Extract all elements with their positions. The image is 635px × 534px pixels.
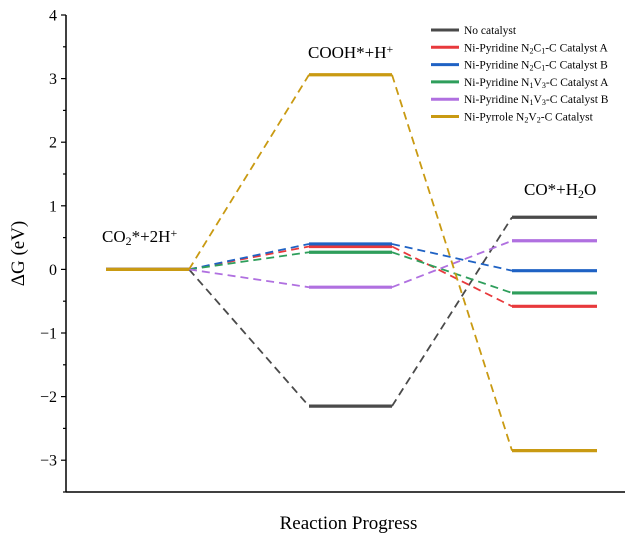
connector-line [188,243,310,271]
connector-line [188,268,310,407]
x-axis-label: Reaction Progress [280,513,418,534]
legend: No catalyst Ni-Pyridine N2C1-C Catalyst A… [431,25,609,125]
y-tick-label: 1 [49,198,57,215]
y-tick-label: −3 [40,453,57,470]
y-tick-label: 3 [49,71,57,88]
state-label: COOH*+H+ [308,42,394,62]
legend-label: Ni-Pyridine N2C1-C Catalyst B [464,60,608,73]
legend-label: No catalyst [464,25,517,37]
y-tick-label: −1 [40,326,57,343]
connector-line [188,251,310,271]
connector-line [391,216,513,407]
y-tick-label: −2 [40,389,57,406]
legend-label: Ni-Pyridine N2C1-C Catalyst A [464,42,609,55]
connector-line [188,268,310,289]
y-tick-label: 2 [49,135,57,152]
connector-line [391,239,513,289]
state-label: CO*+H2O [524,180,596,201]
state-labels: CO2*+2H+ COOH*+H+ CO*+H2O [102,42,596,248]
state-label: CO2*+2H+ [102,226,177,248]
connector-line [188,74,310,270]
legend-label: Ni-Pyridine N1V3-C Catalyst B [464,94,609,107]
y-tick-label: 0 [49,262,57,279]
connector-line [391,74,513,451]
legend-label: Ni-Pyrrole N2V2-C Catalyst [464,112,594,125]
connector-line [391,251,513,294]
energy-levels [106,73,597,453]
connector-line [391,245,513,308]
connector-lines [188,74,513,451]
connector-line [391,243,513,272]
legend-label: Ni-Pyridine N1V3-C Catalyst A [464,77,609,90]
axes: −3 −2 −1 0 1 2 3 4 [40,8,625,493]
y-axis-label: ΔG (eV) [8,221,29,287]
y-tick-label: 4 [49,8,57,25]
